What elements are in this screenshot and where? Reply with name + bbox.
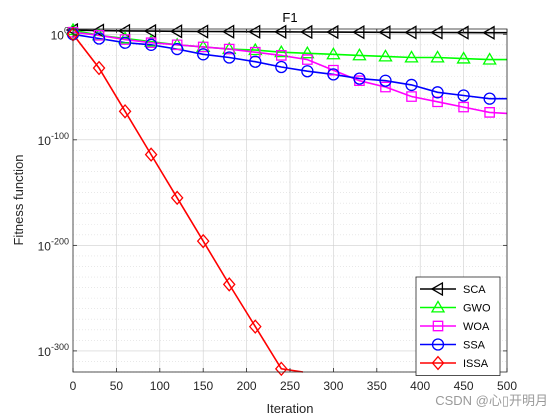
marker-ssa <box>353 72 366 85</box>
legend-marker-ssa <box>431 338 445 351</box>
marker-sca <box>169 24 183 39</box>
tick-labels: 0 50 100 150 200 250 300 350 400 450 500 100 10-100 1… <box>38 25 518 393</box>
y-tick-label: 10-200 <box>38 236 69 253</box>
marker-gwo <box>326 46 341 60</box>
legend: SCA GWO WOA SSA ISSA <box>415 276 501 376</box>
x-tick-label: 100 <box>150 379 170 393</box>
legend-label-gwo: GWO <box>463 303 491 315</box>
legend-label-sca: SCA <box>463 284 486 296</box>
marker-gwo <box>274 44 289 58</box>
marker-issa <box>196 233 210 249</box>
marker-sca <box>195 24 209 39</box>
marker-ssa <box>144 38 158 51</box>
marker-woa <box>380 81 391 93</box>
legend-label-issa: ISSA <box>463 358 489 370</box>
legend-label-ssa: SSA <box>463 340 486 352</box>
marker-ssa <box>249 55 262 68</box>
watermark: CSDN @心▯开明月 <box>435 393 548 408</box>
marker-woa <box>302 54 313 65</box>
series-line-issa <box>72 33 304 373</box>
marker-sca <box>143 23 157 39</box>
marker-ssa <box>275 60 288 74</box>
x-tick-label: 350 <box>367 379 387 393</box>
marker-ssa <box>327 68 340 81</box>
marker-gwo <box>378 49 393 62</box>
y-tick-label: 10-100 <box>38 131 69 148</box>
legend-box <box>415 276 501 376</box>
marker-issa <box>144 147 158 162</box>
marker-woa <box>484 107 495 118</box>
marker-ssa <box>171 42 184 56</box>
marker-ssa <box>301 65 314 78</box>
marker-ssa <box>457 89 470 102</box>
x-axis-title: Iteration <box>267 401 314 416</box>
marker-gwo <box>482 52 497 65</box>
marker-woa <box>275 50 287 61</box>
legend-marker-woa <box>432 320 444 332</box>
series-markers <box>65 22 497 377</box>
marker-ssa <box>405 78 418 92</box>
marker-gwo <box>248 42 263 56</box>
marker-issa <box>170 190 184 206</box>
x-tick-label: 150 <box>193 379 213 393</box>
marker-ssa <box>483 92 496 105</box>
marker-gwo <box>300 45 315 59</box>
marker-issa <box>92 60 106 76</box>
legend-marker-gwo <box>430 300 446 313</box>
x-tick-label: 250 <box>280 379 300 393</box>
x-tick-label: 400 <box>410 379 430 393</box>
marker-issa <box>248 319 262 334</box>
marker-ssa <box>118 36 132 49</box>
marker-gwo <box>456 51 471 64</box>
x-tick-label: 0 <box>70 379 77 393</box>
x-tick-label: 450 <box>454 379 474 393</box>
x-tick-label: 50 <box>110 379 124 393</box>
x-tick-label: 500 <box>497 379 517 393</box>
marker-gwo <box>430 50 445 63</box>
y-axis-title: Fitness function <box>11 154 26 245</box>
marker-ssa <box>223 51 236 64</box>
marker-ssa <box>431 86 444 99</box>
marker-woa <box>458 101 469 113</box>
marker-issa <box>222 277 236 292</box>
marker-issa <box>118 104 132 119</box>
legend-label-woa: WOA <box>463 321 490 333</box>
legend-marker-issa <box>431 355 445 371</box>
legend-marker-sca <box>430 281 444 297</box>
marker-ssa <box>92 32 106 45</box>
y-tick-label: 10-300 <box>38 342 69 359</box>
marker-sca <box>430 25 443 40</box>
marker-woa <box>406 91 417 102</box>
marker-gwo <box>352 48 367 61</box>
marker-woa <box>249 46 261 58</box>
marker-sca <box>482 25 495 40</box>
grid-lines <box>73 29 507 373</box>
marker-sca <box>456 25 469 40</box>
x-tick-label: 300 <box>323 379 343 393</box>
marker-gwo <box>404 50 419 63</box>
marker-ssa <box>379 74 392 87</box>
x-tick-label: 200 <box>237 379 257 393</box>
marker-ssa <box>197 48 210 61</box>
chart-title: F1 <box>282 10 297 25</box>
marker-issa <box>274 361 288 377</box>
y-tick-label: 100 <box>51 25 69 42</box>
